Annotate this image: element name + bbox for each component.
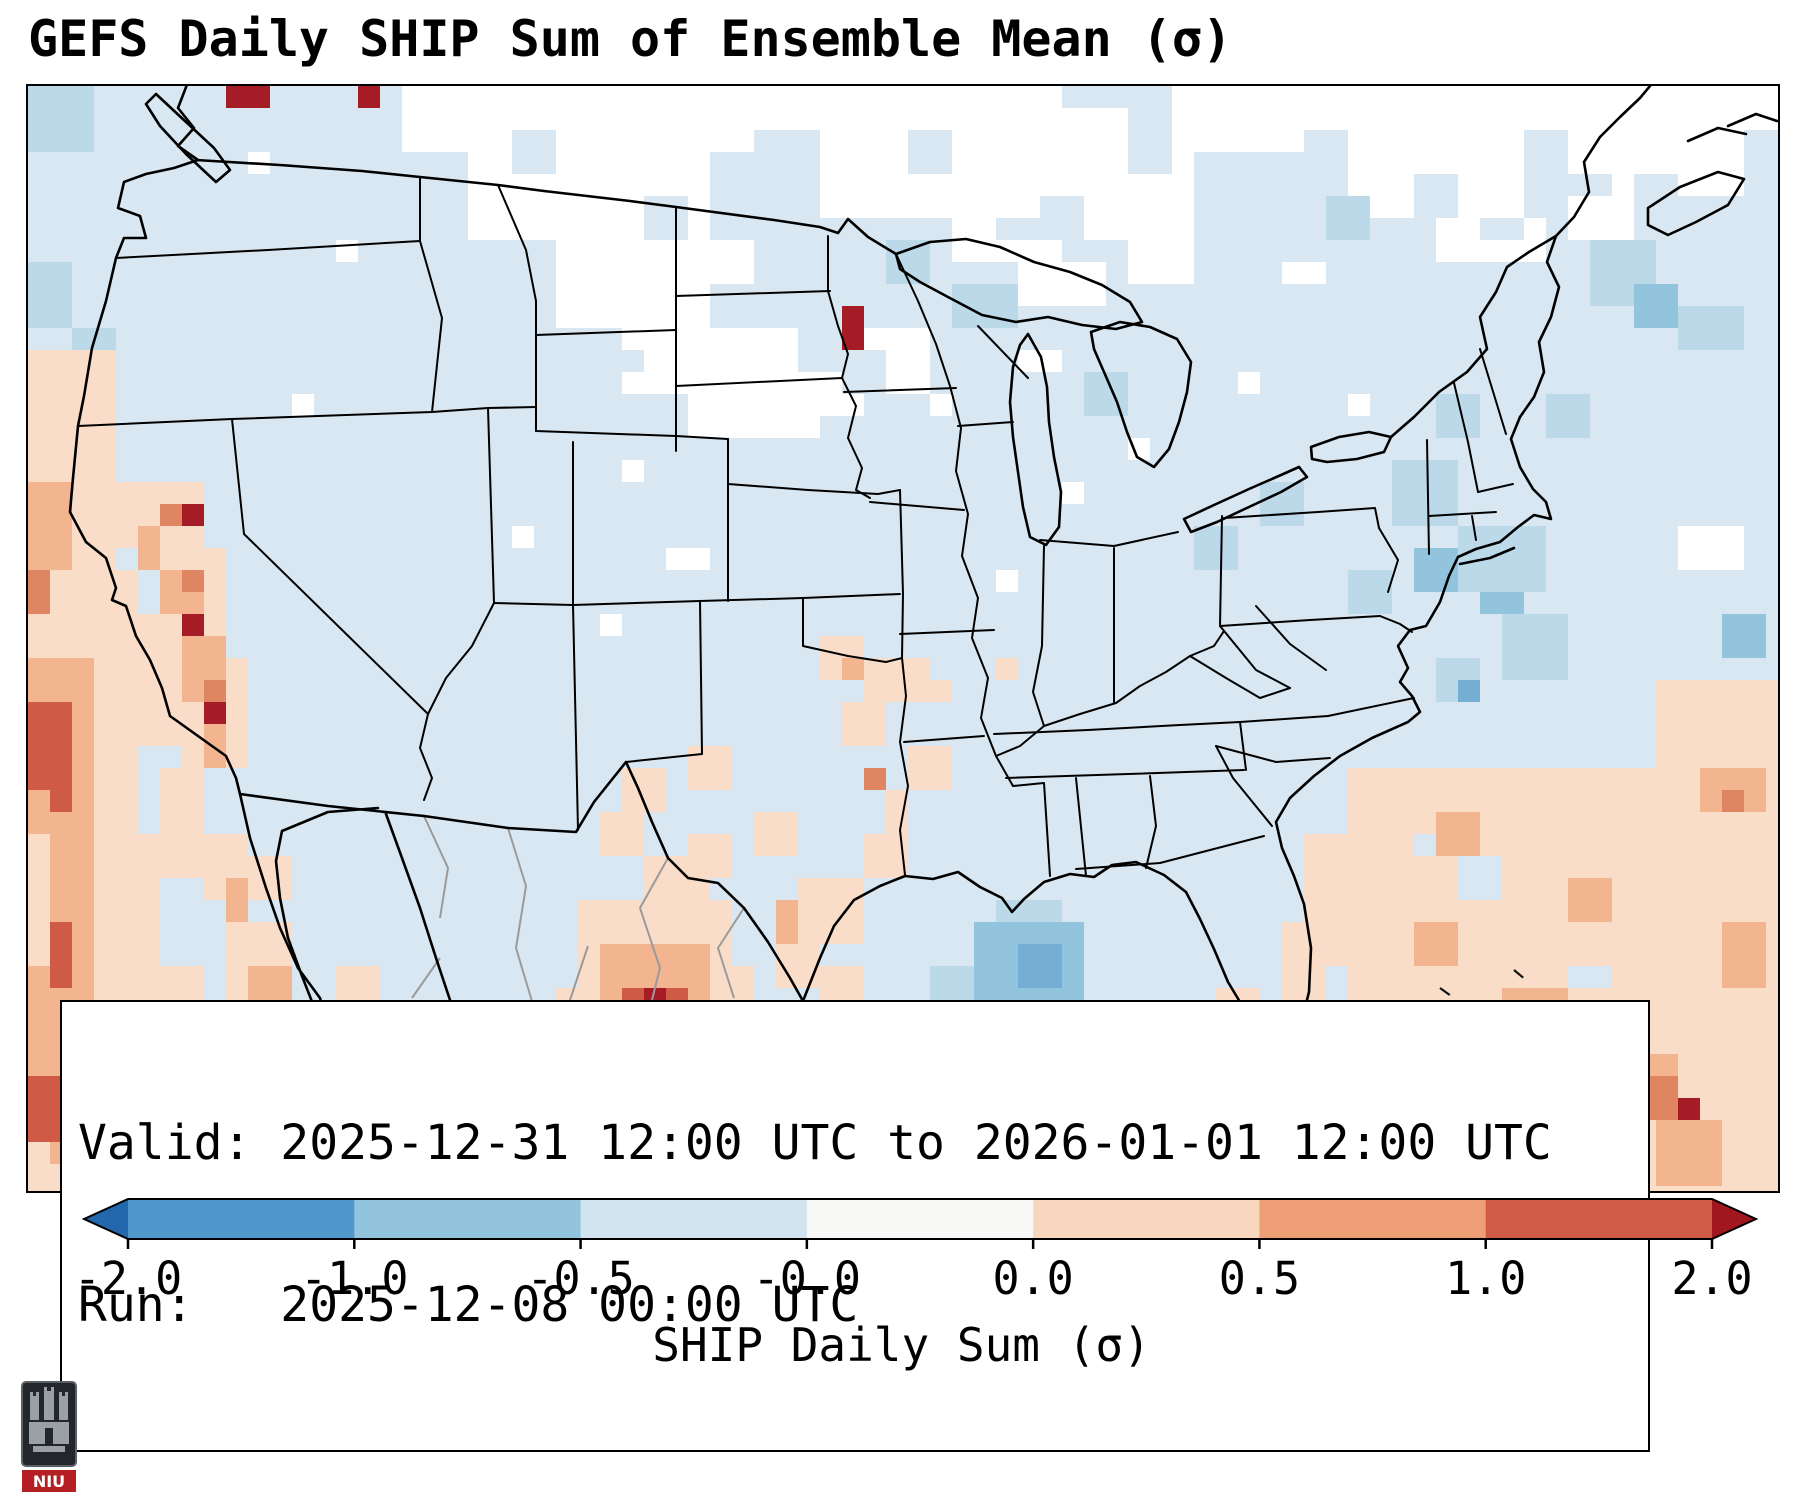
colorbar-tick-label: 0.5 <box>1218 1252 1301 1305</box>
lake-erie <box>1182 465 1309 534</box>
figure-title: GEFS Daily SHIP Sum of Ensemble Mean (σ) <box>28 10 1233 68</box>
colorbar <box>81 1198 1759 1249</box>
lake-ontario <box>1309 430 1393 464</box>
newfoundland-shore <box>1726 112 1778 128</box>
colorbar-body <box>81 1198 1759 1240</box>
castle-icon <box>29 1387 69 1452</box>
map-frame: Valid: 2025-12-31 12:00 UTC to 2026-01-0… <box>26 84 1780 1452</box>
valid-time-text: Valid: 2025-12-31 12:00 UTC to 2026-01-0… <box>78 1115 1552 1171</box>
colorbar-tick-label: -0.5 <box>526 1252 635 1305</box>
lake-superior <box>894 237 1144 331</box>
us-mexico-border <box>238 760 805 1003</box>
lake-michigan <box>1008 332 1063 547</box>
pacific-coastline <box>68 86 242 796</box>
long-island <box>1458 546 1516 566</box>
atlantic-coastline <box>1274 234 1561 1046</box>
vancouver-island <box>144 92 232 184</box>
colorbar-tick-labels: -2.0 -1.0 -0.5 -0.0 0.0 0.5 1.0 2.0 <box>0 1252 1803 1305</box>
colorbar-tick-label: 2.0 <box>1671 1252 1753 1305</box>
colorbar-tick-label: 0.0 <box>992 1252 1074 1305</box>
us-canada-border-west <box>194 158 898 256</box>
canada-atlantic-coast <box>1554 86 1652 238</box>
colorbar-tick-marks <box>126 1239 1714 1249</box>
nova-scotia <box>1646 170 1746 237</box>
gulf-coastline <box>801 860 1286 1046</box>
colorbar-axis-label: SHIP Daily Sum (σ) <box>652 1318 1151 1372</box>
colorbar-tick-label: -1.0 <box>300 1252 409 1305</box>
logo-text: NIU <box>33 1472 65 1491</box>
logo-banner <box>22 1470 76 1492</box>
niu-logo: NIU <box>20 1380 78 1494</box>
state-borders <box>77 176 1514 877</box>
colorbar-tick-label: 1.0 <box>1445 1252 1527 1305</box>
colorbar-tick-label: -2.0 <box>73 1252 183 1305</box>
us-canada-border-east <box>1389 234 1558 439</box>
gulf-st-lawrence-shore <box>1686 126 1748 143</box>
colorbar-tick-label: -0.0 <box>752 1252 862 1305</box>
lake-huron <box>1089 320 1193 469</box>
run-time-text: Run: 2025-12-08 00:00 UTC <box>78 1277 859 1333</box>
